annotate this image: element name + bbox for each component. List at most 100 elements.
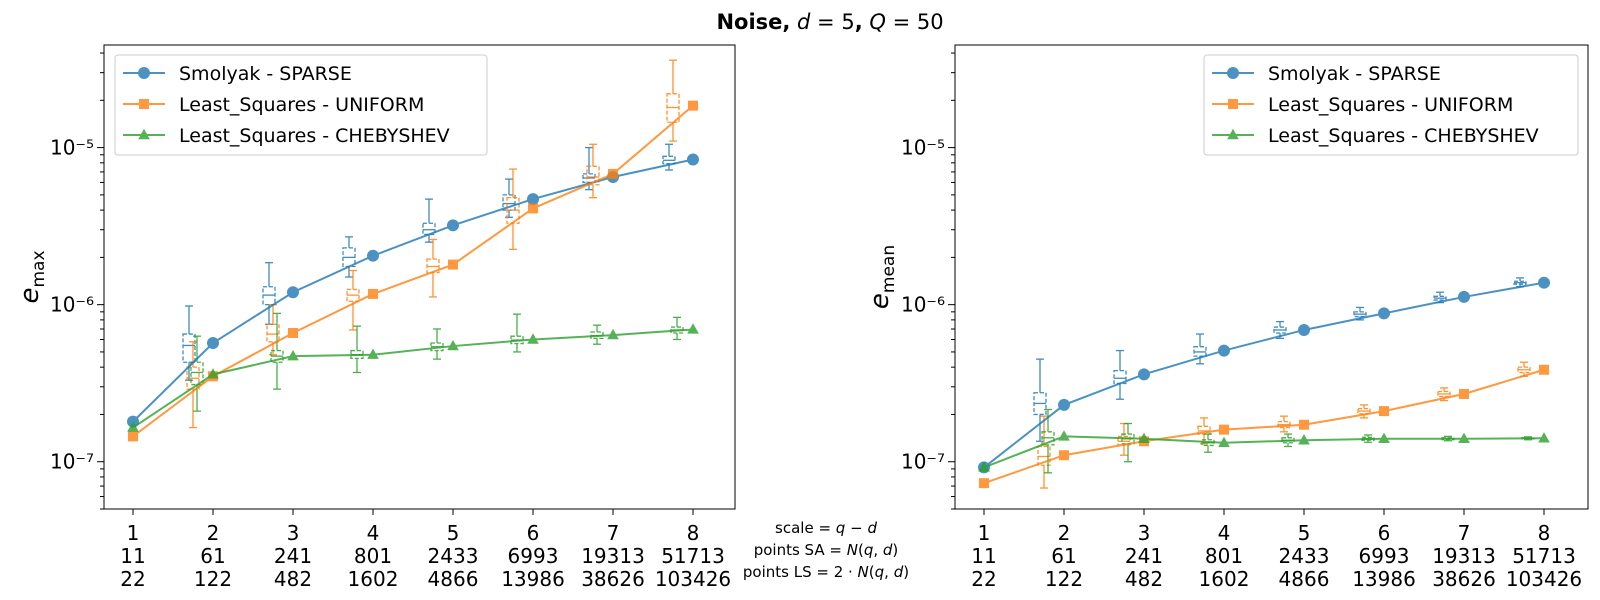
x-tick-label-scale: 6 xyxy=(1378,521,1391,545)
data-point-square xyxy=(1299,419,1309,430)
boxplot xyxy=(1517,361,1531,377)
data-point-square xyxy=(1459,388,1469,399)
y-tick-label: 10⁻⁶ xyxy=(50,293,94,317)
x-tick-label-points-ls: 482 xyxy=(1125,567,1163,591)
data-point-triangle xyxy=(687,323,699,334)
series-line xyxy=(132,158,694,423)
data-point-square xyxy=(1379,406,1389,417)
x-tick-label-points-sa: 61 xyxy=(1051,544,1076,568)
boxplot xyxy=(1033,358,1047,442)
series-square xyxy=(979,364,1549,489)
series-line xyxy=(983,368,1545,485)
x-tick-label-scale: 4 xyxy=(367,521,380,545)
data-point-square xyxy=(608,168,618,179)
series-line xyxy=(132,328,694,429)
box xyxy=(422,222,436,236)
x-tick-label-points-ls: 38626 xyxy=(1432,567,1496,591)
series-line xyxy=(132,104,694,438)
data-point-triangle xyxy=(127,421,139,432)
data-point-square xyxy=(688,100,698,111)
series-line xyxy=(983,281,1545,469)
data-point-triangle xyxy=(607,328,619,340)
x-tick-label-scale: 3 xyxy=(1138,521,1151,545)
data-point-triangle xyxy=(1138,432,1150,443)
legend-label: Least_Squares - CHEBYSHEV xyxy=(179,125,450,147)
data-point-circle xyxy=(1138,368,1150,381)
boxplot xyxy=(1113,349,1127,400)
series-circle xyxy=(127,153,699,428)
x-tick-label-points-sa: 2433 xyxy=(1279,544,1330,568)
legend-swatch xyxy=(1212,99,1254,109)
x-tick-label-points-sa: 241 xyxy=(274,544,312,568)
x-tick-label-points-sa: 2433 xyxy=(428,544,479,568)
legend-label: Smolyak - SPARSE xyxy=(179,63,352,85)
data-point-triangle xyxy=(1218,436,1230,447)
data-point-circle xyxy=(1538,276,1550,289)
x-tick-label-points-ls: 103426 xyxy=(655,567,731,591)
x-tick-label-scale: 1 xyxy=(978,521,991,545)
x-tick-label-points-ls: 122 xyxy=(1045,567,1083,591)
x-tick-label-scale: 5 xyxy=(1298,521,1311,545)
data-point-circle xyxy=(1298,323,1310,336)
x-tick-label-points-ls: 4866 xyxy=(1279,567,1330,591)
legend-label: Least_Squares - UNIFORM xyxy=(179,94,424,116)
data-point-triangle xyxy=(1378,432,1390,443)
x-tick-label-points-ls: 22 xyxy=(120,567,145,591)
x-tick-label-points-sa: 801 xyxy=(354,544,392,568)
x-tick-label-scale: 6 xyxy=(527,521,540,545)
boxplot xyxy=(506,168,520,250)
x-tick-label-points-ls: 13986 xyxy=(1352,567,1416,591)
y-axis-label: emax xyxy=(15,250,49,303)
x-tick-label-points-ls: 1602 xyxy=(1199,567,1250,591)
data-point-triangle xyxy=(978,461,990,472)
points-sa-note: points SA = N(q, d) xyxy=(754,541,899,559)
x-tick-label-points-ls: 103426 xyxy=(1506,567,1582,591)
data-point-square xyxy=(288,328,298,339)
data-point-triangle xyxy=(1058,430,1070,441)
data-point-triangle xyxy=(447,339,459,351)
data-point-square xyxy=(1219,424,1229,435)
data-point-square xyxy=(368,288,378,299)
legend-label: Smolyak - SPARSE xyxy=(1268,63,1441,85)
data-point-circle xyxy=(447,219,459,232)
data-point-circle xyxy=(1058,398,1070,411)
data-point-square xyxy=(139,99,149,109)
points-ls-note: points LS = 2 · N(q, d) xyxy=(743,563,909,581)
data-point-triangle xyxy=(1538,432,1550,443)
x-tick-label-points-sa: 51713 xyxy=(1512,544,1576,568)
data-point-square xyxy=(128,431,138,442)
data-point-triangle xyxy=(207,368,219,379)
legend-swatch xyxy=(1212,67,1254,79)
x-tick-label-scale: 3 xyxy=(287,521,300,545)
boxplot xyxy=(590,324,604,345)
legend-box xyxy=(114,54,488,156)
data-point-square xyxy=(1059,450,1069,461)
box xyxy=(346,288,360,302)
data-point-circle xyxy=(1218,344,1230,357)
data-point-circle xyxy=(287,286,299,299)
box xyxy=(182,333,196,363)
legend-swatch xyxy=(1212,128,1254,140)
boxplot xyxy=(1041,408,1055,474)
boxplot xyxy=(1437,387,1451,402)
x-tick-label-points-ls: 482 xyxy=(274,567,312,591)
box xyxy=(266,323,280,343)
x-tick-label-scale: 8 xyxy=(1538,521,1551,545)
x-tick-label-points-ls: 1602 xyxy=(348,567,399,591)
plot-area xyxy=(954,44,1589,510)
x-tick-label-scale: 5 xyxy=(447,521,460,545)
data-point-square xyxy=(979,478,989,489)
data-point-square xyxy=(1228,99,1238,109)
y-tick-label: 10⁻⁷ xyxy=(901,450,945,474)
boxplot xyxy=(510,313,524,353)
data-point-triangle xyxy=(1298,434,1310,445)
x-tick-label-scale: 8 xyxy=(687,521,700,545)
legend-swatch xyxy=(123,67,165,79)
boxplot xyxy=(670,316,684,341)
y-tick-label: 10⁻⁷ xyxy=(50,450,94,474)
x-tick-label-scale: 7 xyxy=(607,521,620,545)
legend-swatch xyxy=(123,99,165,109)
boxplot xyxy=(270,312,284,390)
boxplot xyxy=(422,198,436,243)
